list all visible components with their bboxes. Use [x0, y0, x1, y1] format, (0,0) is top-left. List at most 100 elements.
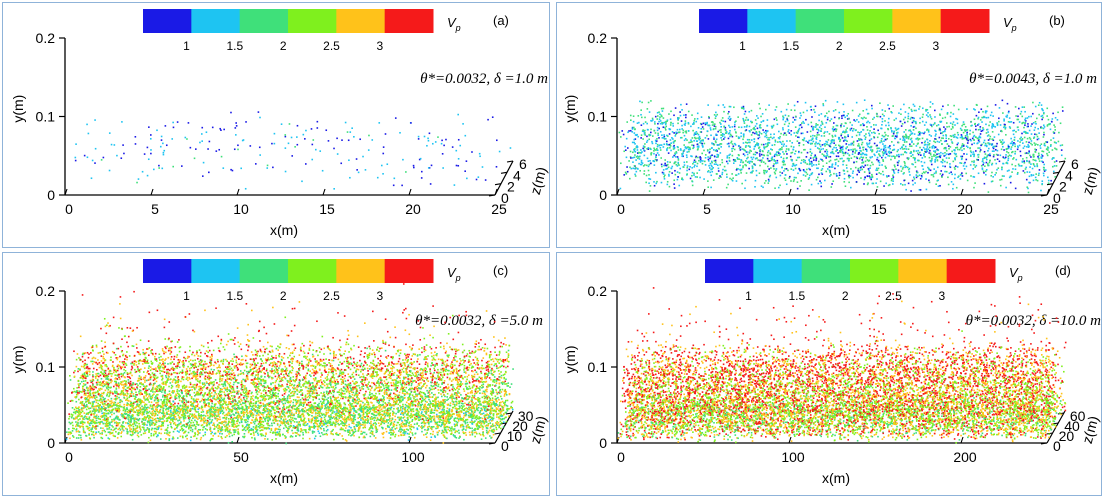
- particle: [870, 145, 872, 148]
- particle: [656, 145, 659, 148]
- particle: [782, 161, 785, 164]
- particle: [739, 161, 742, 163]
- particle: [668, 143, 671, 146]
- particle: [931, 157, 933, 160]
- particle: [865, 133, 867, 135]
- particle: [447, 356, 450, 358]
- particle: [827, 116, 829, 119]
- particle: [862, 146, 864, 149]
- colorbar-label: Vp: [447, 265, 461, 283]
- particle: [146, 146, 149, 149]
- particle: [933, 122, 936, 125]
- particle: [630, 119, 632, 122]
- particle: [1048, 123, 1050, 126]
- particle: [1007, 120, 1010, 123]
- particle: [882, 143, 884, 145]
- particle: [710, 174, 713, 177]
- particle: [904, 116, 907, 119]
- particle: [711, 161, 713, 164]
- particle: [804, 175, 807, 177]
- particle: [679, 136, 682, 139]
- particle: [787, 125, 790, 127]
- particle: [839, 140, 841, 143]
- particle: [160, 370, 163, 372]
- particle: [912, 126, 915, 128]
- particle: [885, 182, 887, 185]
- particle: [769, 174, 772, 177]
- particle: [799, 124, 802, 126]
- particle: [883, 140, 885, 142]
- particle: [978, 136, 980, 139]
- particle: [692, 144, 695, 147]
- particle: [86, 396, 89, 399]
- particle: [88, 432, 90, 435]
- particle: [634, 138, 637, 140]
- particle: [1032, 153, 1035, 156]
- particle: [489, 351, 492, 353]
- particle: [779, 171, 781, 174]
- particle: [731, 143, 734, 145]
- particle: [694, 176, 697, 178]
- particle: [171, 138, 174, 140]
- particle: [954, 157, 956, 160]
- particle: [715, 133, 717, 136]
- particle: [86, 156, 89, 159]
- particle: [185, 392, 187, 395]
- particle: [850, 168, 852, 170]
- particle: [683, 134, 686, 137]
- particle: [846, 140, 848, 143]
- colorbar-segment: [384, 9, 434, 33]
- particle: [416, 385, 419, 388]
- particle: [964, 135, 967, 137]
- particle: [800, 159, 803, 162]
- particle: [1008, 117, 1011, 119]
- particle: [688, 148, 691, 151]
- particle: [902, 166, 904, 169]
- particle: [929, 159, 932, 162]
- particle: [104, 400, 107, 403]
- particle: [662, 117, 665, 119]
- particle: [957, 134, 960, 136]
- particle: [848, 174, 850, 177]
- particle: [858, 113, 861, 116]
- particle: [644, 129, 646, 132]
- particle: [718, 129, 721, 132]
- particle: [392, 372, 395, 375]
- particle: [880, 137, 883, 140]
- particle: [1014, 145, 1016, 148]
- particle: [720, 125, 722, 128]
- particle: [784, 163, 786, 166]
- particle: [713, 136, 715, 139]
- particle: [938, 136, 941, 139]
- particle: [162, 153, 165, 156]
- particle: [731, 150, 733, 152]
- particle: [740, 172, 742, 174]
- particle: [743, 122, 746, 124]
- particle: [457, 157, 460, 160]
- particle: [298, 354, 301, 356]
- particle: [825, 140, 827, 143]
- particle: [1010, 142, 1013, 145]
- particle: [842, 154, 845, 157]
- particle: [974, 166, 977, 168]
- particle: [278, 416, 280, 419]
- particle: [802, 139, 805, 142]
- particle: [891, 135, 894, 137]
- chart-svg-c: 1 1.5 2 2.5 3Vp (c)θ*=0.0032, δ =5.0 m00.10.2…: [10, 259, 550, 486]
- particle: [136, 181, 138, 184]
- particle: [342, 397, 344, 400]
- particle: [966, 131, 968, 134]
- particle: [83, 154, 86, 157]
- particle: [447, 426, 450, 429]
- particle: [753, 126, 755, 129]
- particle: [126, 395, 128, 397]
- particle: [329, 403, 331, 406]
- particle: [655, 156, 657, 158]
- particle: [739, 146, 742, 149]
- particle: [890, 177, 893, 180]
- particle: [433, 325, 435, 328]
- particle: [826, 131, 829, 133]
- particle: [921, 116, 924, 119]
- particle: [939, 128, 941, 131]
- particle: [651, 135, 654, 137]
